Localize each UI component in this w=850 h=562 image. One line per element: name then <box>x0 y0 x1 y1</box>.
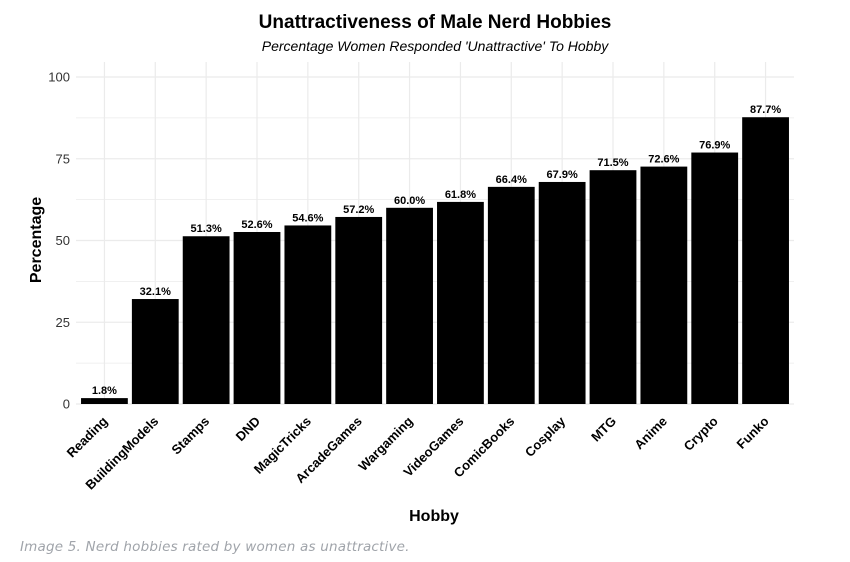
y-tick-label: 75 <box>56 151 70 166</box>
x-tick-label: Stamps <box>168 414 212 458</box>
bar-stamps <box>182 236 230 404</box>
data-label: 54.6% <box>292 212 323 224</box>
y-axis-title: Percentage <box>28 197 45 283</box>
bar-comicbooks <box>487 186 535 404</box>
x-tick-label: Reading <box>64 413 111 460</box>
x-tick-label: MTG <box>588 414 619 445</box>
data-label: 87.7% <box>750 104 781 116</box>
x-axis-title: Hobby <box>409 508 459 525</box>
bar-videogames <box>437 201 484 404</box>
bar-arcadegames <box>335 216 383 404</box>
bar-mtg <box>589 170 637 404</box>
bar-wargaming <box>386 207 433 404</box>
x-tick-label: Crypto <box>681 413 721 453</box>
bars <box>81 117 789 404</box>
bar-funko <box>742 117 789 404</box>
bar-chart: 1.8% 32.1% 51.3% 52.6% 54.6% 57.2% 60.0% 61.8% 6… <box>28 12 794 525</box>
data-label: 66.4% <box>496 174 527 186</box>
data-label: 71.5% <box>597 157 628 169</box>
y-tick-label: 100 <box>48 70 70 85</box>
bar-crypto <box>691 152 739 404</box>
y-tick-label: 25 <box>56 315 70 330</box>
data-label: 76.9% <box>699 140 730 152</box>
bar-labels: 1.8% 32.1% 51.3% 52.6% 54.6% 57.2% 60.0% 61.8% 6… <box>92 104 781 397</box>
figure-caption: Image 5. Nerd hobbies rated by women as … <box>20 539 410 555</box>
data-label: 72.6% <box>648 154 679 166</box>
data-label: 1.8% <box>92 385 117 397</box>
data-label: 60.0% <box>394 195 425 207</box>
data-label: 51.3% <box>191 223 222 235</box>
chart-title: Unattractiveness of Male Nerd Hobbies <box>259 12 612 33</box>
bar-anime <box>640 166 688 404</box>
x-tick-label: DND <box>233 414 264 445</box>
data-label: 57.2% <box>343 204 374 216</box>
x-tick-label: Funko <box>734 413 772 451</box>
data-label: 67.9% <box>547 169 578 181</box>
bar-reading <box>81 398 128 404</box>
x-tick-label: Cosplay <box>522 413 569 460</box>
data-label: 61.8% <box>445 189 476 201</box>
y-tick-label: 50 <box>56 233 70 248</box>
bar-buildingmodels <box>131 299 179 404</box>
bar-dnd <box>233 231 281 404</box>
bar-magictricks <box>284 225 332 404</box>
data-label: 32.1% <box>140 286 171 298</box>
y-tick-labels: 0 25 50 75 100 <box>48 70 70 412</box>
y-tick-label: 0 <box>63 397 70 412</box>
bar-cosplay <box>538 181 586 404</box>
x-tick-label: Anime <box>631 414 670 453</box>
data-label: 52.6% <box>241 219 272 231</box>
chart-subtitle: Percentage Women Responded 'Unattractive… <box>262 38 609 54</box>
